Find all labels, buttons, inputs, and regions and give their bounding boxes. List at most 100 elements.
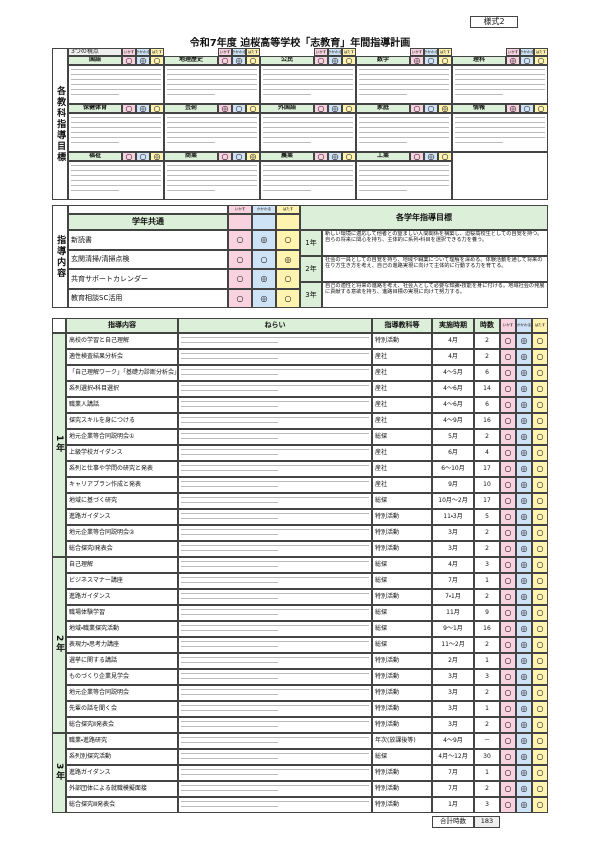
header-blank <box>68 205 228 214</box>
plan-period: 3月 <box>432 685 474 701</box>
grade-goal: 新しい環境に適応して他者との望ましい人間関係を構築し、迫桜高校生としての自覚を持… <box>322 230 548 256</box>
plan-subject: 総探 <box>372 621 432 637</box>
grade-goal: 自己の適性と将来の進路を考え、社会人として必要な知識・技能を身に付ける。地域社会… <box>322 282 548 308</box>
perspective-header: いかす <box>122 48 136 56</box>
text-placeholder <box>263 190 311 191</box>
perspective-mark: ○ <box>532 461 548 477</box>
plan-hours: 4 <box>474 445 500 461</box>
grade-goal: 社会の一員としての自覚を持ち、地域や職業について理解を深める。体験活動を通して将… <box>322 256 548 282</box>
perspective-mark: ◎ <box>218 104 232 113</box>
plan-aim <box>178 653 372 669</box>
plan-period: 10月～2月 <box>432 493 474 509</box>
text-placeholder <box>181 374 278 375</box>
text-placeholder <box>359 165 449 166</box>
text-placeholder <box>181 582 278 583</box>
perspective-mark: ○ <box>532 541 548 557</box>
perspective-mark: ○ <box>424 56 438 65</box>
plan-hours: 1 <box>474 653 500 669</box>
perspective-mark: ○ <box>410 152 424 161</box>
perspective-mark: ○ <box>532 589 548 605</box>
text-placeholder <box>181 577 369 578</box>
subject-goal <box>260 113 356 152</box>
perspective-mark: ○ <box>500 525 516 541</box>
perspective-header: はたす <box>534 48 548 56</box>
perspective-header: はたす <box>342 48 356 56</box>
text-placeholder <box>71 122 161 123</box>
perspective-header: いかす <box>228 205 252 214</box>
text-placeholder <box>71 142 119 143</box>
perspective-header: はたす <box>150 48 164 56</box>
text-placeholder <box>263 132 353 133</box>
plan-period: 4月～12月 <box>432 749 474 765</box>
perspective-mark: ○ <box>500 637 516 653</box>
plan-hours: 9 <box>474 605 500 621</box>
text-placeholder <box>167 180 257 181</box>
grade-label: 3年 <box>300 282 322 308</box>
perspective-header: かかわる <box>520 48 534 56</box>
text-placeholder <box>359 185 449 186</box>
perspective-mark: ○ <box>342 152 356 161</box>
plan-hours: 2 <box>474 717 500 733</box>
document-title: 令和7年度 迫桜高等学校「志教育」年間指導計画 <box>189 38 411 49</box>
text-placeholder <box>455 122 545 123</box>
text-placeholder <box>181 657 369 658</box>
text-placeholder <box>181 790 278 791</box>
text-placeholder <box>71 132 161 133</box>
perspective-mark: ◎ <box>516 669 532 685</box>
plan-aim <box>178 397 372 413</box>
subject-name: 農業 <box>260 152 314 161</box>
perspective-mark: ◎ <box>252 230 276 250</box>
text-placeholder <box>359 127 449 128</box>
plan-aim <box>178 413 372 429</box>
plan-aim <box>178 461 372 477</box>
plan-hours: 2 <box>474 541 500 557</box>
perspective-mark: ○ <box>122 56 136 65</box>
text-placeholder <box>71 74 161 75</box>
plan-content: 職業人講話 <box>66 397 178 413</box>
text-placeholder <box>359 74 449 75</box>
plan-period: 3月 <box>432 541 474 557</box>
plan-hours: 1 <box>474 701 500 717</box>
subject-goal <box>164 161 260 200</box>
plan-subject: 特別活動 <box>372 541 432 557</box>
perspectives-label: 3つの視点 <box>68 48 122 56</box>
perspective-mark: ○ <box>532 781 548 797</box>
subject-name: 保健体育 <box>68 104 122 113</box>
perspective-mark: ○ <box>532 477 548 493</box>
text-placeholder <box>455 79 545 80</box>
perspective-mark: ○ <box>276 230 300 250</box>
perspective-mark: ○ <box>532 557 548 573</box>
text-placeholder <box>181 689 369 690</box>
text-placeholder <box>181 673 369 674</box>
text-placeholder <box>263 79 353 80</box>
perspective-mark: ○ <box>218 152 232 161</box>
subject-name: 数学 <box>356 56 410 65</box>
plan-subject: 産社 <box>372 461 432 477</box>
plan-subject: 産社 <box>372 365 432 381</box>
perspective-mark: ◎ <box>516 429 532 445</box>
perspective-mark: ○ <box>532 669 548 685</box>
plan-subject: 特別活動 <box>372 685 432 701</box>
plan-aim <box>178 477 372 493</box>
grade-goals-title: 各学年指導目標 <box>300 205 548 230</box>
text-placeholder <box>359 137 449 138</box>
plan-hours: 2 <box>474 637 500 653</box>
plan-period: 9～1月 <box>432 621 474 637</box>
plan-period: 11～2月 <box>432 637 474 653</box>
plan-content: 総合探究Ⅲ発表会 <box>66 797 178 813</box>
plan-subject: 特別活動 <box>372 701 432 717</box>
perspective-mark: ◎ <box>516 461 532 477</box>
perspective-mark: ○ <box>500 429 516 445</box>
text-placeholder <box>359 132 449 133</box>
plan-content: 表現力・思考力講座 <box>66 637 178 653</box>
perspective-mark: ○ <box>246 56 260 65</box>
plan-aim <box>178 349 372 365</box>
perspective-mark: ○ <box>532 621 548 637</box>
perspective-mark: ○ <box>500 621 516 637</box>
text-placeholder <box>181 678 278 679</box>
text-placeholder <box>181 337 369 338</box>
text-placeholder <box>71 117 161 118</box>
text-placeholder <box>71 94 119 95</box>
perspective-mark: ○ <box>500 557 516 573</box>
text-placeholder <box>181 625 369 626</box>
